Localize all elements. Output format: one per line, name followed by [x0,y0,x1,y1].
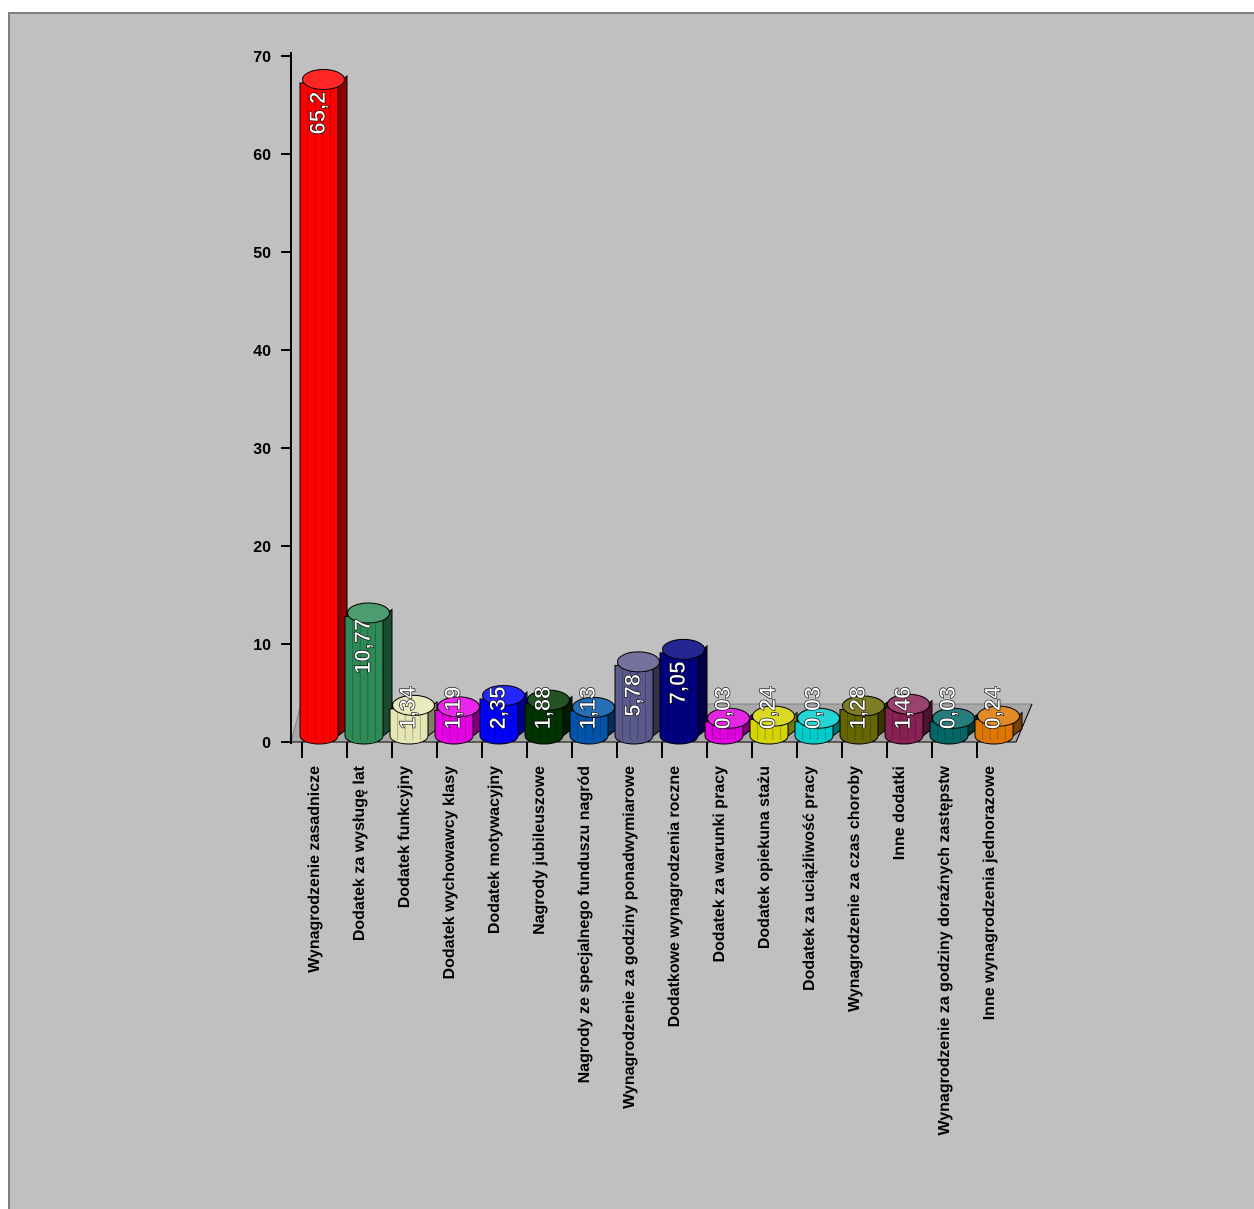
data-label: 65,2 [305,92,330,135]
data-label: 1,88 [530,687,555,730]
bar-body [659,652,699,745]
bar-cap [527,689,570,711]
bar-2: 10,77 [344,602,393,745]
bar-13: 1,28 [839,686,888,745]
category-label: Inne dodatki [891,766,908,860]
bar-6: 1,88 [524,686,573,745]
bar-cap [302,69,345,91]
bar-body [884,707,924,745]
bar-cap [977,705,1020,727]
category-label: Dodatek opiekuna stażu [756,766,773,949]
bar-body [524,703,564,745]
y-tick-label: 50 [253,245,271,262]
category-label: Wynagrodzenie za godziny doraźnych zastę… [936,765,953,1135]
data-label: 1,46 [890,687,915,730]
data-label: 0,03 [935,687,960,730]
bars: 65,2 10,77 1,34 1,19 2,35 1,88 1,13 5,78 7,05 0,0… [299,69,1023,745]
bar-cap [752,705,795,727]
bar-cap [887,693,930,715]
data-label: 5,78 [620,674,645,717]
y-tick-label: 20 [253,539,271,556]
bar-body [839,708,879,745]
data-label: 1,34 [395,686,420,730]
data-label: 1,28 [845,687,870,730]
category-label: Dodatek za wysługę lat [351,765,368,941]
bar-body [389,708,429,745]
category-label: Inne wynagrodzenia jednorazowe [981,766,998,1020]
bar-cap [482,684,525,706]
data-label: 0,24 [980,686,1005,730]
category-label: Dodatek funkcyjny [396,766,413,908]
y-tick-label: 60 [253,147,271,164]
y-tick-label: 30 [253,441,271,458]
bar-body [299,82,339,745]
bar-body [569,710,609,745]
category-labels: Wynagrodzenie zasadnicze Dodatek za wysłu… [301,742,998,1136]
bar-9: 7,05 [659,638,708,745]
category-label: Dodatek wychowawcy klasy [441,766,458,980]
category-label: Dodatek za warunki pracy [711,766,728,963]
category-label: Wynagrodzenie zasadnicze [306,766,323,973]
category-label: Nagrody ze specjalnego funduszu nagród [576,766,593,1083]
category-label: Dodatek za uciążliwość pracy [801,766,818,991]
y-tick-label: 10 [253,637,271,654]
floor-edge [1015,703,1033,743]
data-label: 1,13 [575,687,600,730]
category-label: Dodatek motywacyjny [486,766,503,934]
bar-cap [707,707,750,729]
bar-body [614,664,654,745]
data-label: 0,24 [755,686,780,730]
bar-cap [662,638,705,660]
data-label: 0,03 [710,687,735,730]
bar-body [434,709,474,745]
bar-15: 0,03 [929,686,978,745]
bar-cap [617,651,660,673]
y-axis: 0 10 20 30 40 50 60 70 [253,49,292,752]
category-label: Wynagrodzenie za godziny ponadwymiarowe [621,766,638,1109]
bar-body [479,698,519,745]
bar-4: 1,19 [434,686,483,745]
bar-7: 1,13 [569,686,618,745]
bar-14: 1,46 [884,686,933,745]
y-tick-label: 70 [253,49,271,66]
bar-10: 0,03 [704,686,753,745]
bar-body [344,615,384,745]
bar-11: 0,24 [749,686,798,745]
category-label: Dodatkowe wynagrodzenia roczne [666,766,683,1027]
bar-cap [347,602,390,624]
category-label: Wynagrodzenie za czas choroby [846,766,863,1012]
data-label: 7,05 [665,661,690,704]
bar-cap [392,694,435,716]
chart-frame [8,12,1254,1209]
bar-8: 5,78 [614,651,663,745]
y-tick-label: 40 [253,343,271,360]
data-label: 2,35 [485,687,510,730]
y-tick-label: 0 [262,735,271,752]
category-label: Nagrody jubileuszowe [531,766,548,935]
bar-12: 0,03 [794,686,843,745]
bar-1: 65,2 [299,69,348,745]
data-label: 0,03 [800,687,825,730]
data-label: 10,77 [350,619,375,674]
bar-cap [842,695,885,717]
bar-16: 0,24 [974,686,1023,745]
data-label: 1,19 [440,687,465,730]
bar-cap [932,707,975,729]
